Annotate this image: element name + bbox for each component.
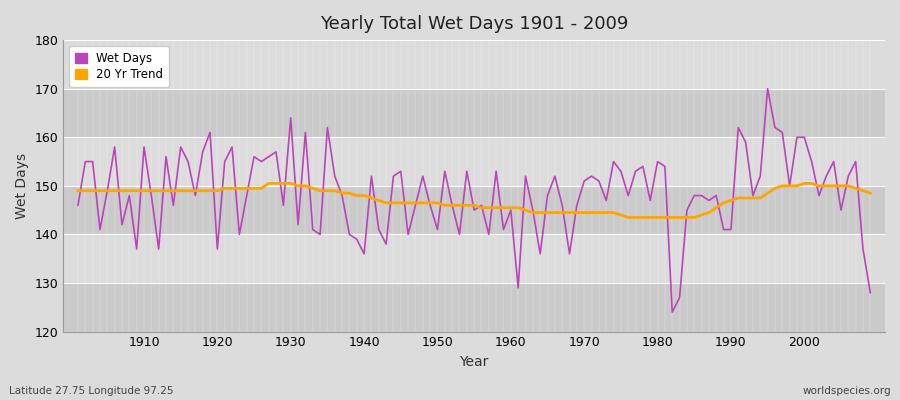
Wet Days bbox=[498, 227, 508, 232]
Bar bbox=[63, 40, 885, 89]
20 Yr Trend bbox=[264, 181, 274, 186]
Bar bbox=[63, 283, 885, 332]
20 Yr Trend bbox=[300, 184, 310, 188]
20 Yr Trend bbox=[601, 210, 612, 215]
Bar bbox=[63, 186, 885, 234]
Wet Days bbox=[131, 246, 142, 251]
20 Yr Trend bbox=[513, 205, 524, 210]
20 Yr Trend bbox=[865, 191, 876, 196]
20 Yr Trend bbox=[506, 205, 517, 210]
Wet Days bbox=[292, 222, 303, 227]
Legend: Wet Days, 20 Yr Trend: Wet Days, 20 Yr Trend bbox=[69, 46, 169, 87]
Wet Days bbox=[73, 203, 84, 208]
20 Yr Trend bbox=[623, 215, 634, 220]
Wet Days bbox=[667, 310, 678, 314]
Text: worldspecies.org: worldspecies.org bbox=[803, 386, 891, 396]
Text: Latitude 27.75 Longitude 97.25: Latitude 27.75 Longitude 97.25 bbox=[9, 386, 174, 396]
Wet Days bbox=[506, 208, 517, 212]
20 Yr Trend bbox=[73, 188, 84, 193]
Wet Days bbox=[762, 86, 773, 91]
Wet Days bbox=[337, 193, 347, 198]
Title: Yearly Total Wet Days 1901 - 2009: Yearly Total Wet Days 1901 - 2009 bbox=[320, 15, 628, 33]
Bar bbox=[63, 89, 885, 137]
X-axis label: Year: Year bbox=[460, 355, 489, 369]
Bar bbox=[63, 137, 885, 186]
Y-axis label: Wet Days: Wet Days bbox=[15, 153, 29, 219]
Line: Wet Days: Wet Days bbox=[78, 89, 870, 312]
Bar bbox=[63, 234, 885, 283]
Line: 20 Yr Trend: 20 Yr Trend bbox=[78, 184, 870, 218]
Wet Days bbox=[593, 178, 604, 183]
Wet Days bbox=[865, 290, 876, 295]
20 Yr Trend bbox=[131, 188, 142, 193]
20 Yr Trend bbox=[344, 191, 355, 196]
